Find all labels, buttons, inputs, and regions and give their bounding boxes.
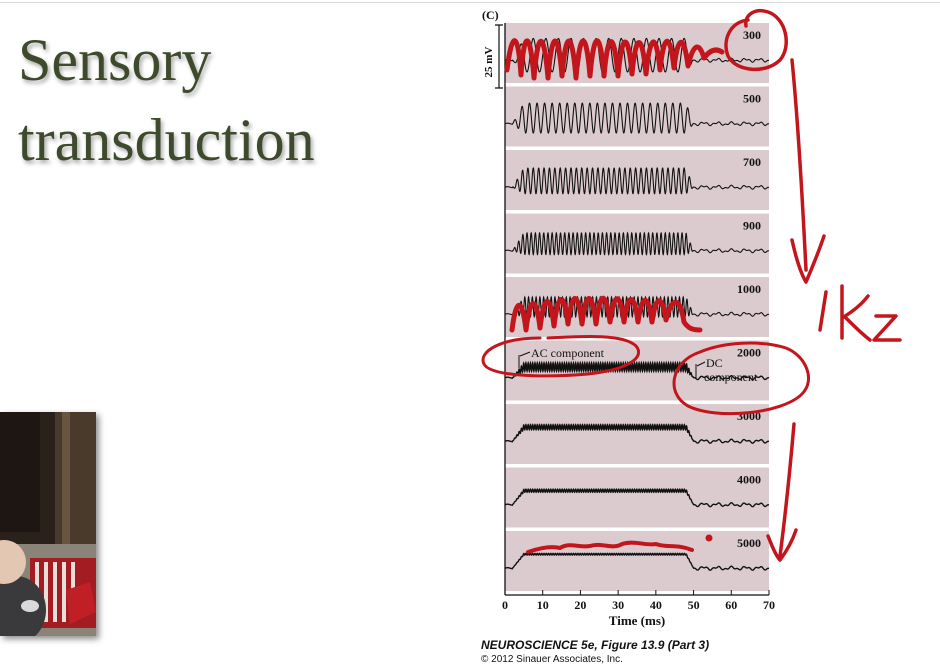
figure-annotations: AC component DC component (518, 346, 758, 384)
handwritten-annotations (481, 9, 902, 562)
trace-line-2000 (504, 360, 770, 381)
x-tick-label: 50 (688, 598, 700, 612)
trace-line-4000 (504, 488, 770, 508)
x-tick-label: 60 (725, 598, 737, 612)
trace-panel-background (505, 531, 769, 591)
trace-line-700 (504, 166, 770, 195)
ink-arrow-down-2 (766, 422, 798, 562)
frequency-label-900: 900 (743, 219, 761, 233)
x-axis: 0 10 20 30 40 50 60 70 Time (ms) (502, 590, 775, 628)
frequency-label-700: 700 (743, 155, 761, 169)
ink-circle-ac (481, 334, 640, 378)
webcam-frame-image (0, 412, 96, 636)
ink-scribble-300 (504, 38, 725, 81)
scale-bar-label: 25 mV (483, 47, 495, 78)
x-tick-label: 40 (650, 598, 662, 612)
trace-line-5000 (504, 552, 770, 571)
figure-copyright: © 2012 Sinauer Associates, Inc. (481, 654, 623, 665)
x-tick-label: 0 (502, 598, 508, 612)
trace-panel-500: 500 (504, 86, 770, 147)
trace-line-3000 (504, 423, 770, 444)
trace-line-500 (504, 102, 770, 134)
frequency-label-4000: 4000 (737, 473, 761, 487)
trace-panel-900: 900 (504, 213, 770, 274)
frequency-label-500: 500 (743, 92, 761, 106)
ink-underline-5000 (526, 540, 694, 554)
x-tick-label: 70 (763, 598, 775, 612)
trace-line-900 (504, 231, 770, 256)
x-tick-label: 30 (612, 598, 624, 612)
trace-panel-5000: 5000 (504, 531, 770, 591)
x-tick-label: 20 (574, 598, 586, 612)
slide-title-line-1: Sensory (18, 27, 212, 93)
trace-panel-4000: 4000 (504, 467, 770, 528)
x-tick-label: 10 (537, 598, 549, 612)
dc-component-label-line-1: DC (706, 356, 723, 370)
trace-panel-background (505, 467, 769, 528)
frequency-label-5000: 5000 (737, 536, 761, 550)
ink-circle-dc (672, 341, 811, 416)
ink-scribble-1000 (509, 295, 703, 333)
panel-label: (C) (482, 8, 499, 22)
voltage-scale-bar: 25 mV (483, 24, 503, 89)
x-axis-label: Time (ms) (609, 613, 665, 628)
frequency-label-300: 300 (743, 28, 761, 42)
ink-arrow-down-1 (790, 58, 826, 284)
figure-caption-title: NEUROSCIENCE 5e, Figure 13.9 (Part 3) (481, 638, 710, 652)
top-divider (0, 2, 940, 3)
ink-text-1kz (818, 284, 902, 342)
frequency-label-2000: 2000 (737, 346, 761, 360)
trace-panel-700: 700 (504, 150, 770, 210)
ac-component-label: AC component (531, 346, 605, 360)
ink-circle-300 (724, 9, 788, 72)
ink-dot (705, 534, 713, 542)
slide-title-line-2: transduction (18, 107, 315, 173)
frequency-label-1000: 1000 (737, 282, 761, 296)
dc-component-label-line-2: component (704, 370, 758, 384)
presenter-webcam (0, 412, 96, 636)
